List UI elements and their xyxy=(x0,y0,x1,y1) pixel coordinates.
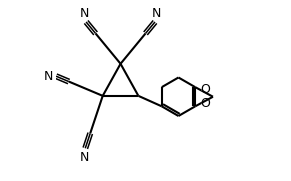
Text: N: N xyxy=(152,7,161,20)
Text: N: N xyxy=(43,70,53,83)
Text: N: N xyxy=(80,7,89,20)
Text: N: N xyxy=(80,151,89,165)
Text: O: O xyxy=(200,97,210,110)
Text: O: O xyxy=(200,83,210,96)
